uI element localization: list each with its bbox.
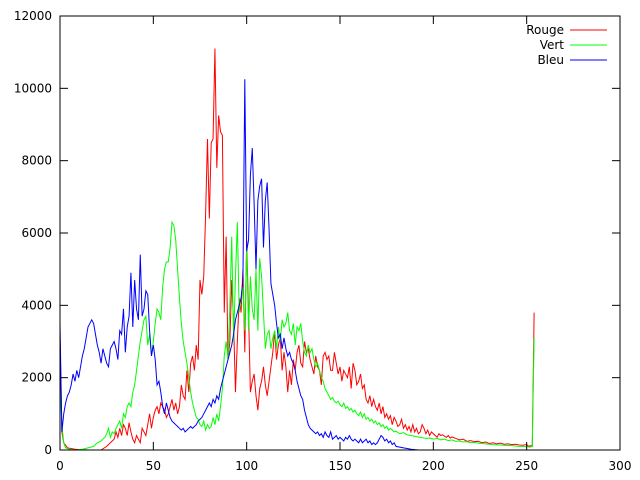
- series-line-rouge: [59, 48, 535, 451]
- plot-frame: [59, 15, 621, 451]
- series-layer: [59, 48, 535, 451]
- legend-label-rouge: Rouge: [526, 23, 564, 37]
- y-tick-label: 0: [44, 443, 52, 457]
- y-tick-label: 10000: [14, 81, 52, 95]
- x-tick-label: 150: [329, 459, 352, 473]
- x-tick-label: 250: [515, 459, 538, 473]
- y-tick-label: 4000: [21, 298, 52, 312]
- series-line-bleu: [59, 79, 535, 451]
- y-tick-label: 6000: [21, 226, 52, 240]
- y-tick-label: 12000: [14, 9, 52, 23]
- x-tick-label: 200: [422, 459, 445, 473]
- x-tick-label: 50: [146, 459, 161, 473]
- x-tick-label: 300: [609, 459, 632, 473]
- axis-ticks: 0 50 100 150 200 250 300 0 2000 4000 6000 8000 10000…: [14, 9, 632, 473]
- legend-label-vert: Vert: [540, 38, 565, 52]
- y-tick-label: 2000: [21, 371, 52, 385]
- x-tick-label: 0: [56, 459, 64, 473]
- y-tick-label: 8000: [21, 154, 52, 168]
- x-tick-label: 100: [235, 459, 258, 473]
- series-line-vert: [59, 220, 535, 451]
- legend-label-bleu: Bleu: [537, 53, 564, 67]
